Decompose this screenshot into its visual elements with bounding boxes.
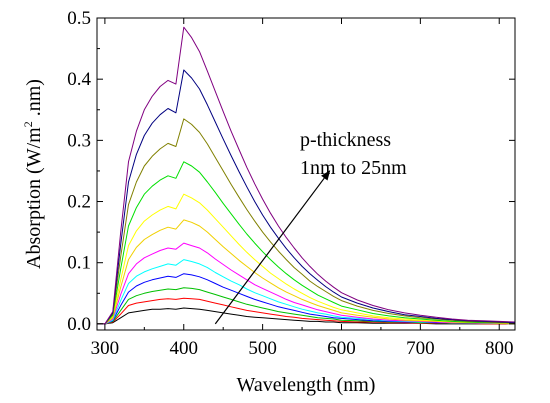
series-line-8 — [97, 193, 516, 325]
series-line-2 — [97, 297, 515, 325]
x-tick-label-800: 800 — [485, 338, 514, 359]
y-tick-label-4: 0.4 — [67, 69, 91, 90]
x-tick-label-400: 400 — [170, 338, 199, 359]
y-tick-label-2: 0.2 — [67, 192, 91, 213]
tick-layer: 300 400 500 600 700 800 0.0 0.1 0.2 0.3 0.4 0.5 — [67, 8, 515, 359]
y-tick-label-5: 0.5 — [67, 8, 91, 29]
x-tick-label-600: 600 — [327, 338, 356, 359]
series-line-10 — [97, 118, 516, 325]
series-layer — [97, 26, 516, 325]
series-line-9 — [97, 161, 516, 325]
x-tick-label-300: 300 — [91, 338, 120, 359]
y-axis-label-sup: 2 — [21, 121, 35, 127]
annotation-layer: p-thickness 1nm to 25nm — [214, 129, 407, 325]
x-tick-label-700: 700 — [406, 338, 435, 359]
series-line-1 — [97, 307, 515, 325]
series-line-5 — [97, 259, 516, 325]
series-line-4 — [97, 273, 516, 325]
x-axis-label: Wavelength (nm) — [237, 374, 376, 396]
y-axis-label: Absorption (W/m2 .nm) — [21, 79, 45, 269]
y-tick-label-1: 0.1 — [67, 253, 91, 274]
y-tick-label-0: 0.0 — [67, 314, 91, 335]
plot-frame — [96, 17, 516, 331]
series-line-6 — [97, 242, 516, 325]
series-line-12 — [97, 26, 516, 325]
x-tick-label-500: 500 — [248, 338, 277, 359]
series-line-11 — [97, 69, 516, 325]
y-tick-label-3: 0.3 — [67, 130, 91, 151]
annotation-line-1: p-thickness — [300, 129, 391, 151]
annotation-line-2: 1nm to 25nm — [300, 157, 407, 179]
annotation-arrow — [214, 170, 331, 325]
series-line-7 — [97, 219, 516, 325]
y-axis-label-suffix: .nm) — [23, 79, 45, 121]
y-axis-label-prefix: Absorption (W/m — [23, 127, 45, 269]
